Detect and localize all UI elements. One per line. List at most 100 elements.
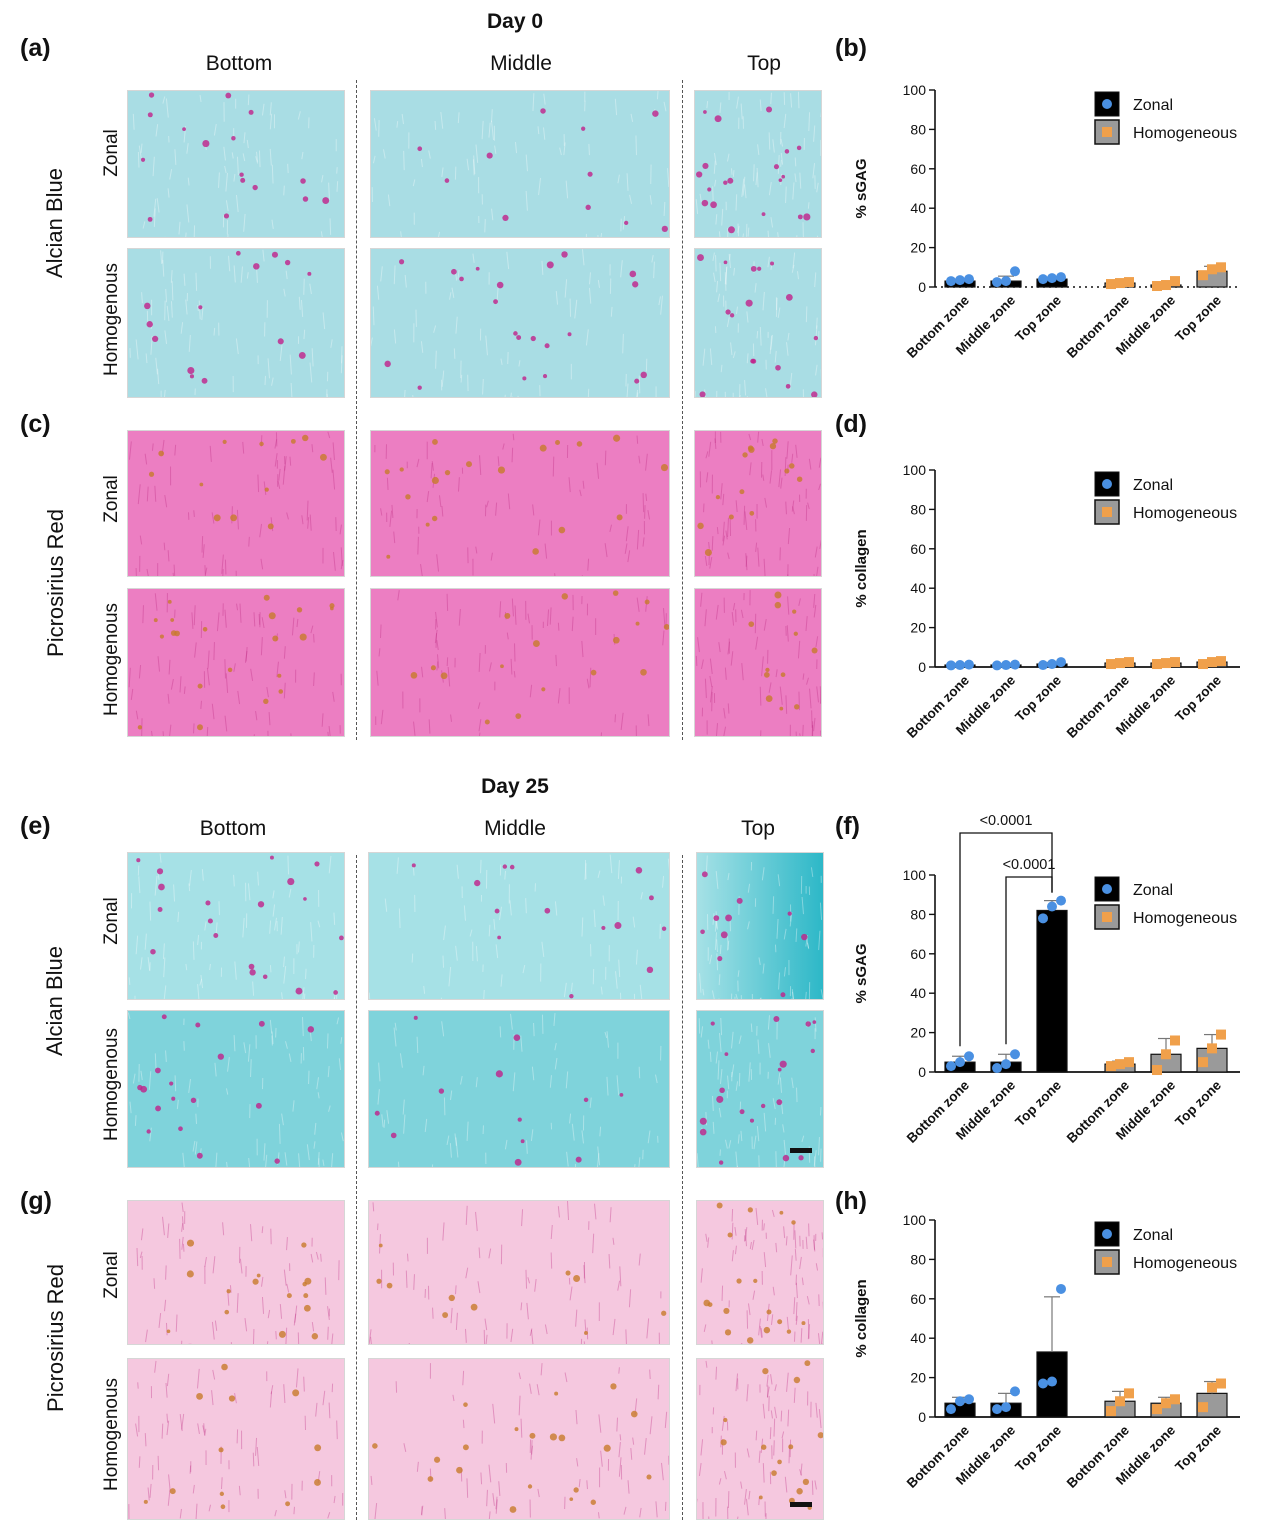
fiber xyxy=(636,389,639,397)
cell xyxy=(205,900,211,906)
cell xyxy=(451,268,457,275)
fiber xyxy=(161,1423,164,1439)
fiber xyxy=(797,640,801,659)
fiber xyxy=(237,690,241,705)
fiber xyxy=(438,495,442,508)
fiber xyxy=(714,179,717,187)
cell xyxy=(544,907,551,914)
fiber xyxy=(201,307,204,321)
fiber xyxy=(394,1022,397,1031)
micrograph-picro-day25-homog-bottom xyxy=(127,1358,345,1520)
scale-bar xyxy=(790,1148,812,1153)
fiber xyxy=(761,656,764,677)
cell xyxy=(207,918,213,924)
data-point xyxy=(992,277,1002,288)
fiber xyxy=(618,1457,622,1477)
fiber xyxy=(617,174,620,184)
fiber xyxy=(819,539,821,550)
fiber xyxy=(167,1489,171,1506)
tissue-background xyxy=(128,1201,344,1344)
fiber xyxy=(316,1077,320,1090)
fiber xyxy=(201,869,204,881)
fiber xyxy=(168,659,171,675)
cell xyxy=(249,969,256,976)
fiber xyxy=(162,943,165,960)
fiber xyxy=(698,1462,702,1477)
fiber xyxy=(154,875,158,896)
cell xyxy=(225,92,232,99)
fiber xyxy=(199,978,203,986)
fiber xyxy=(420,158,423,168)
fiber xyxy=(336,1017,340,1025)
cell xyxy=(152,335,159,343)
fiber xyxy=(514,605,517,625)
cell xyxy=(430,665,436,671)
fiber xyxy=(283,966,287,984)
fiber xyxy=(780,152,784,165)
micrograph-picro-day0-homog-bottom xyxy=(127,588,345,737)
fiber xyxy=(554,573,556,576)
fiber xyxy=(252,981,255,996)
fiber xyxy=(478,1247,481,1259)
fiber xyxy=(317,1092,320,1099)
fiber xyxy=(235,194,239,213)
fiber xyxy=(759,327,762,346)
cell xyxy=(761,212,766,217)
fiber xyxy=(315,1251,319,1260)
fiber xyxy=(380,508,383,516)
fiber xyxy=(225,673,229,693)
fiber xyxy=(292,1100,295,1112)
fiber xyxy=(795,928,798,942)
fiber xyxy=(129,1101,132,1114)
cell xyxy=(268,612,276,620)
cell xyxy=(186,1270,194,1278)
cell xyxy=(190,1097,197,1104)
fiber xyxy=(247,883,251,901)
cell xyxy=(239,172,244,177)
fiber xyxy=(581,640,584,658)
fiber xyxy=(381,1114,384,1127)
cell xyxy=(158,883,165,891)
fiber xyxy=(321,175,324,183)
fiber xyxy=(704,678,707,699)
fiber xyxy=(707,1237,710,1248)
fiber xyxy=(661,1462,664,1481)
fiber xyxy=(400,231,402,237)
fiber xyxy=(204,565,206,576)
fiber xyxy=(154,485,157,502)
fiber xyxy=(169,169,173,180)
fiber xyxy=(393,329,397,344)
cell xyxy=(739,1109,745,1115)
cell xyxy=(640,371,647,379)
fiber xyxy=(274,453,278,467)
fiber xyxy=(497,456,500,466)
fiber xyxy=(269,920,272,934)
fiber xyxy=(139,1251,143,1259)
fiber xyxy=(222,569,224,576)
fiber xyxy=(778,972,781,990)
cell xyxy=(399,259,405,265)
fiber xyxy=(564,1372,568,1383)
fiber xyxy=(154,1360,157,1373)
fiber xyxy=(478,652,481,672)
fiber xyxy=(261,617,265,629)
fiber xyxy=(774,350,777,363)
fiber xyxy=(488,662,492,672)
fiber xyxy=(579,489,582,497)
fiber xyxy=(311,1322,315,1332)
cell xyxy=(652,110,659,117)
fiber xyxy=(233,265,236,283)
fiber xyxy=(533,1023,535,1037)
fiber xyxy=(522,964,526,974)
data-point xyxy=(1170,276,1180,287)
fiber xyxy=(157,656,161,672)
fiber xyxy=(744,184,747,199)
micrograph-alcian-day25-zonal-top xyxy=(696,852,824,1000)
fiber xyxy=(649,195,652,205)
fiber xyxy=(762,1403,766,1419)
fiber xyxy=(739,394,741,397)
fiber xyxy=(441,505,444,517)
fiber xyxy=(493,918,496,930)
fiber xyxy=(655,1501,658,1518)
cell xyxy=(701,199,709,207)
